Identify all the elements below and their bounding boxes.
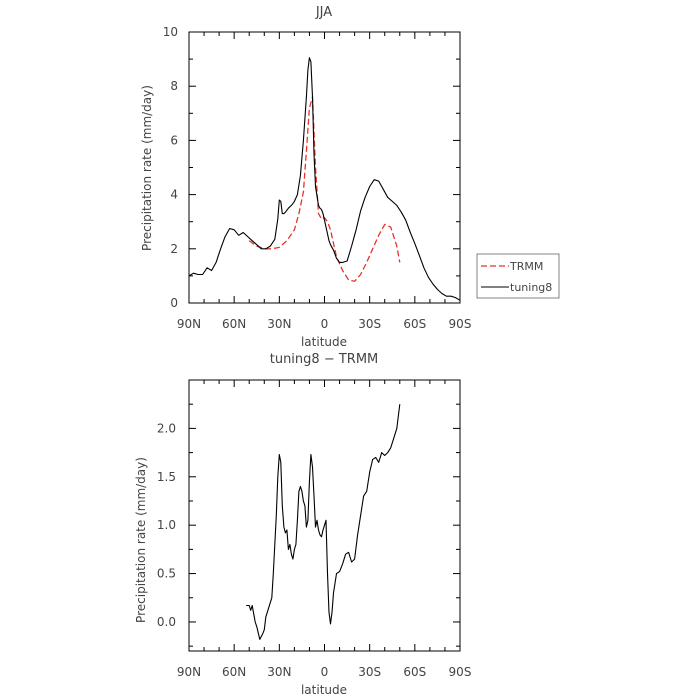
x-tick-label: 60N	[222, 665, 246, 679]
x-tick-label: 90N	[177, 665, 201, 679]
x-tick-label: 0	[321, 665, 329, 679]
x-tick-label: 30N	[267, 317, 291, 331]
x-tick-label: 90S	[449, 317, 472, 331]
y-tick-label: 8	[170, 79, 178, 93]
tuning8-series-line	[188, 57, 461, 301]
panel-1-x-axis-label: latitude	[301, 335, 347, 349]
y-tick-label: 6	[170, 133, 178, 147]
y-tick-label: 0.5	[157, 567, 176, 581]
panel-1-title: JJA	[315, 5, 332, 20]
legend-trmm-label: TRMM	[509, 260, 543, 273]
precipitation-difference-panel: tuning8 − TRMM Precipitation rate (mm/da…	[134, 352, 471, 697]
panel-1-legend: TRMM tuning8	[476, 253, 560, 299]
plot-frame	[188, 31, 461, 304]
x-tick-label: 0	[321, 317, 329, 331]
panel-2-y-axis-label: Precipitation rate (mm/day)	[134, 457, 148, 623]
precipitation-jja-panel: JJA Precipitation rate (mm/day) latitude…	[140, 5, 560, 349]
panel-2-x-axis-label: latitude	[301, 683, 347, 697]
x-tick-label: 90S	[449, 665, 472, 679]
y-tick-label: 1.5	[157, 470, 176, 484]
x-tick-label: 60N	[222, 317, 246, 331]
difference-series-line	[246, 404, 401, 640]
y-tick-label: 0	[170, 296, 178, 310]
x-tick-label: 30S	[358, 317, 381, 331]
y-tick-label: 1.0	[157, 518, 176, 532]
trmm-series-line	[248, 96, 401, 282]
legend-box	[476, 253, 560, 299]
x-tick-label: 30S	[358, 665, 381, 679]
y-tick-label: 4	[170, 188, 178, 202]
x-tick-label: 90N	[177, 317, 201, 331]
legend-tuning8-label: tuning8	[510, 281, 552, 294]
x-tick-label: 60S	[403, 665, 426, 679]
panel-1-y-axis-label: Precipitation rate (mm/day)	[140, 85, 154, 251]
y-tick-label: 0.0	[157, 615, 176, 629]
x-tick-label: 30N	[267, 665, 291, 679]
panel-2-title: tuning8 − TRMM	[270, 352, 379, 367]
plot-frame	[188, 379, 461, 652]
y-tick-label: 2	[170, 242, 178, 256]
y-tick-label: 2.0	[157, 421, 176, 435]
x-tick-label: 60S	[403, 317, 426, 331]
y-tick-label: 10	[163, 25, 178, 39]
